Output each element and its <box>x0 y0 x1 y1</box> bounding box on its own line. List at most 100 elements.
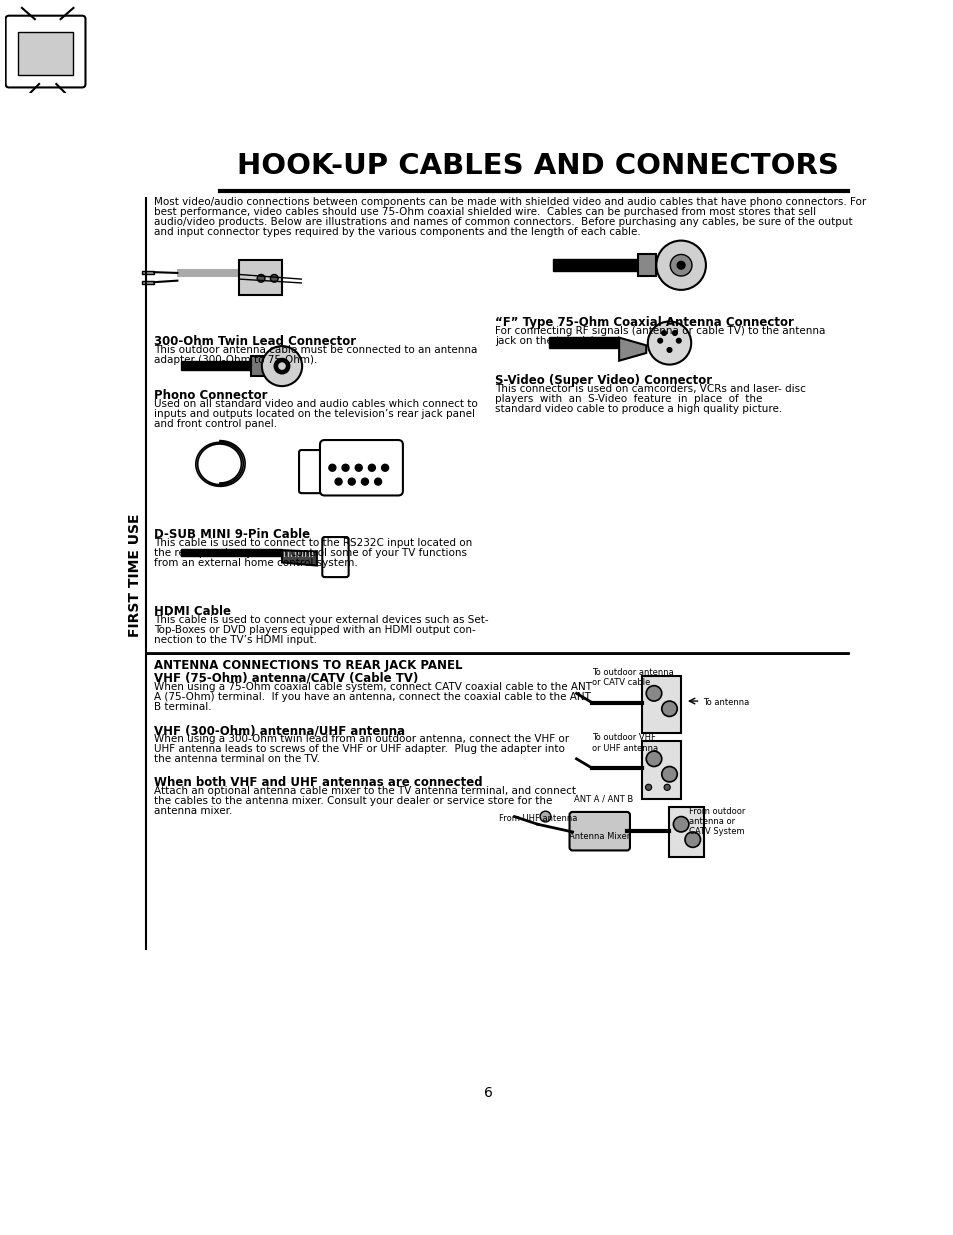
Bar <box>553 259 638 272</box>
Text: 6: 6 <box>484 1086 493 1100</box>
Circle shape <box>673 816 688 832</box>
FancyBboxPatch shape <box>319 440 402 495</box>
Circle shape <box>661 767 677 782</box>
Text: S-Video (Super Video) Connector: S-Video (Super Video) Connector <box>495 374 712 387</box>
Text: B terminal.: B terminal. <box>154 701 212 711</box>
Text: HDMI Cable: HDMI Cable <box>154 605 231 618</box>
Text: and front control panel.: and front control panel. <box>154 419 277 430</box>
Bar <box>18 32 73 75</box>
Bar <box>638 254 655 275</box>
FancyBboxPatch shape <box>6 16 86 88</box>
Text: This outdoor antenna cable must be connected to an antenna: This outdoor antenna cable must be conne… <box>154 346 477 356</box>
Circle shape <box>375 478 381 485</box>
Text: To outdoor antenna
or CATV cable: To outdoor antenna or CATV cable <box>592 668 673 688</box>
Text: For connecting RF signals (antenna or cable TV) to the antenna: For connecting RF signals (antenna or ca… <box>495 326 824 336</box>
Text: Attach an optional antenna cable mixer to the TV antenna terminal, and connect: Attach an optional antenna cable mixer t… <box>154 785 576 795</box>
Text: When both VHF and UHF antennas are connected: When both VHF and UHF antennas are conne… <box>154 776 482 789</box>
Text: Top-Boxes or DVD players equipped with an HDMI output con-: Top-Boxes or DVD players equipped with a… <box>154 625 476 635</box>
Bar <box>641 676 680 734</box>
Text: audio/video products. Below are illustrations and names of common connectors.  B: audio/video products. Below are illustra… <box>154 216 852 227</box>
Circle shape <box>329 464 335 472</box>
Text: ANT A / ANT B: ANT A / ANT B <box>574 795 633 804</box>
Text: antenna mixer.: antenna mixer. <box>154 805 233 816</box>
Circle shape <box>645 685 661 701</box>
Circle shape <box>647 321 691 364</box>
Bar <box>142 270 154 274</box>
Circle shape <box>270 274 278 282</box>
FancyBboxPatch shape <box>569 811 629 851</box>
Text: Most video/audio connections between components can be made with shielded video : Most video/audio connections between com… <box>154 196 865 206</box>
Circle shape <box>539 811 550 823</box>
Text: standard video cable to produce a high quality picture.: standard video cable to produce a high q… <box>495 404 781 414</box>
Bar <box>181 361 251 370</box>
Text: Antenna Mixer: Antenna Mixer <box>569 832 630 841</box>
Polygon shape <box>282 550 316 566</box>
Polygon shape <box>618 337 645 361</box>
Circle shape <box>661 701 677 716</box>
Circle shape <box>645 751 661 767</box>
Circle shape <box>670 254 691 275</box>
Circle shape <box>672 331 677 336</box>
Text: nection to the TV’s HDMI input.: nection to the TV’s HDMI input. <box>154 635 316 645</box>
Circle shape <box>361 478 368 485</box>
Bar <box>669 806 703 857</box>
Circle shape <box>278 363 285 369</box>
Text: players  with  an  S-Video  feature  in  place  of  the: players with an S-Video feature in place… <box>495 394 761 404</box>
Text: FIRST TIME USE: FIRST TIME USE <box>128 514 142 637</box>
Text: and input connector types required by the various components and the length of e: and input connector types required by th… <box>154 227 640 237</box>
Bar <box>251 356 268 377</box>
Bar <box>549 337 618 348</box>
Text: From UHF antenna: From UHF antenna <box>498 814 577 824</box>
Text: Phono Connector: Phono Connector <box>154 389 268 403</box>
Text: A (75-Ohm) terminal.  If you have an antenna, connect the coaxial cable to the A: A (75-Ohm) terminal. If you have an ante… <box>154 692 590 701</box>
Text: To outdoor VHF
or UHF antenna: To outdoor VHF or UHF antenna <box>592 734 658 753</box>
Text: “F” Type 75-Ohm Coaxial Antenna Connector: “F” Type 75-Ohm Coaxial Antenna Connecto… <box>495 316 793 329</box>
Text: Used on all standard video and audio cables which connect to: Used on all standard video and audio cab… <box>154 399 477 409</box>
Text: D-SUB MINI 9-Pin Cable: D-SUB MINI 9-Pin Cable <box>154 527 310 541</box>
Bar <box>142 280 154 284</box>
Text: When using a 75-Ohm coaxial cable system, connect CATV coaxial cable to the ANT: When using a 75-Ohm coaxial cable system… <box>154 682 592 692</box>
Text: the rear panel so you can control some of your TV functions: the rear panel so you can control some o… <box>154 548 467 558</box>
FancyBboxPatch shape <box>322 537 348 577</box>
Bar <box>239 259 282 294</box>
Circle shape <box>658 338 661 343</box>
Text: ANTENNA CONNECTIONS TO REAR JACK PANEL: ANTENNA CONNECTIONS TO REAR JACK PANEL <box>154 658 462 672</box>
Circle shape <box>348 478 355 485</box>
Bar <box>181 548 282 556</box>
Text: inputs and outputs located on the television’s rear jack panel: inputs and outputs located on the televi… <box>154 409 475 419</box>
Text: This connector is used on camcorders, VCRs and laser- disc: This connector is used on camcorders, VC… <box>495 384 805 394</box>
Text: To antenna: To antenna <box>702 698 748 706</box>
Circle shape <box>335 478 342 485</box>
Text: This cable is used to connect to the RS232C input located on: This cable is used to connect to the RS2… <box>154 537 472 548</box>
Text: the cables to the antenna mixer. Consult your dealer or service store for the: the cables to the antenna mixer. Consult… <box>154 795 552 805</box>
Circle shape <box>257 274 265 282</box>
Circle shape <box>677 262 684 269</box>
Text: jack on the television.: jack on the television. <box>495 336 610 346</box>
Text: adapter (300-Ohm to 75-Ohm).: adapter (300-Ohm to 75-Ohm). <box>154 356 317 366</box>
Circle shape <box>663 784 670 790</box>
Circle shape <box>666 347 671 352</box>
Circle shape <box>355 464 362 472</box>
Circle shape <box>342 464 349 472</box>
Circle shape <box>645 784 651 790</box>
Circle shape <box>684 832 700 847</box>
Text: VHF (75-Ohm) antenna/CATV (Cable TV): VHF (75-Ohm) antenna/CATV (Cable TV) <box>154 672 418 684</box>
Text: 300-Ohm Twin Lead Connector: 300-Ohm Twin Lead Connector <box>154 336 355 348</box>
FancyBboxPatch shape <box>298 450 328 493</box>
Text: HOOK-UP CABLES AND CONNECTORS: HOOK-UP CABLES AND CONNECTORS <box>236 152 838 180</box>
Bar <box>177 269 239 277</box>
Circle shape <box>661 331 666 336</box>
Text: When using a 300-Ohm twin lead from an outdoor antenna, connect the VHF or: When using a 300-Ohm twin lead from an o… <box>154 734 569 745</box>
Circle shape <box>368 464 375 472</box>
Circle shape <box>261 346 302 387</box>
Text: UHF antenna leads to screws of the VHF or UHF adapter.  Plug the adapter into: UHF antenna leads to screws of the VHF o… <box>154 745 564 755</box>
Text: VHF (300-Ohm) antenna/UHF antenna: VHF (300-Ohm) antenna/UHF antenna <box>154 724 405 737</box>
Text: the antenna terminal on the TV.: the antenna terminal on the TV. <box>154 755 319 764</box>
Circle shape <box>676 338 680 343</box>
Bar <box>641 741 680 799</box>
Text: from an external home control system.: from an external home control system. <box>154 558 357 568</box>
Circle shape <box>381 464 388 472</box>
Text: From outdoor
antenna or
CATV System: From outdoor antenna or CATV System <box>688 806 744 836</box>
Text: This cable is used to connect your external devices such as Set-: This cable is used to connect your exter… <box>154 615 488 625</box>
Circle shape <box>274 358 290 374</box>
